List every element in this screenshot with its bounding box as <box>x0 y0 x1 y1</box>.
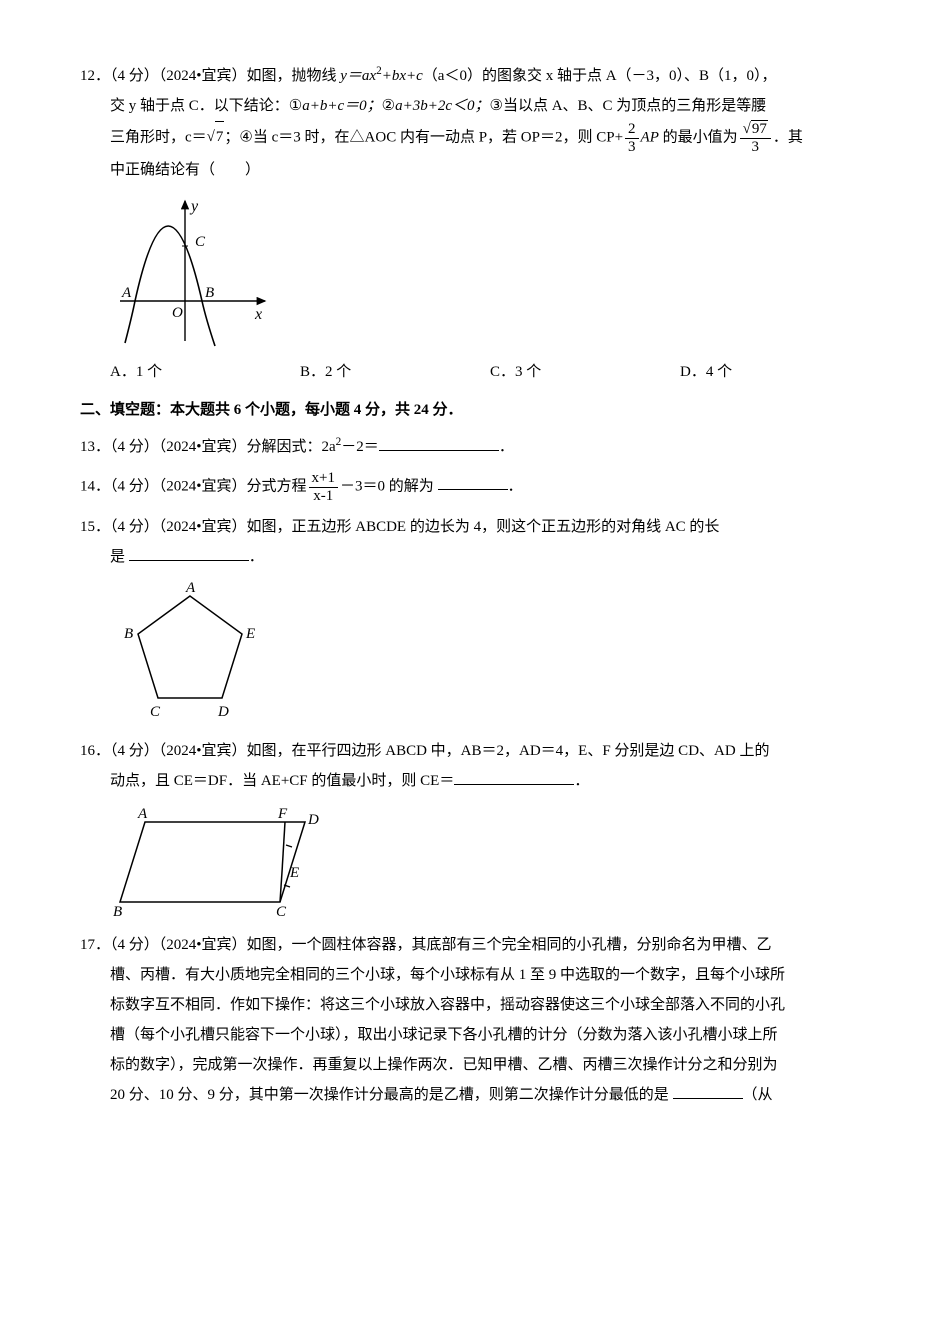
pl-C: C <box>276 904 287 920</box>
q12-prefix: 12．（4 分）（2024•宜宾）如图，抛物线 <box>80 68 340 84</box>
question-12: 12．（4 分）（2024•宜宾）如图，抛物线 y＝ax 2 +bx+c（a＜0）的… <box>80 60 870 387</box>
circled-1: ① <box>289 98 302 114</box>
radicand-97: 97 <box>751 120 768 137</box>
q17-l1: 17．（4 分）（2024•宜宾）如图，一个圆柱体容器，其底部有三个完全相同的小… <box>80 930 870 960</box>
q16-line1: 16．（4 分）（2024•宜宾）如图，在平行四边形 ABCD 中，AB＝2，A… <box>80 736 870 766</box>
q14-num: x+1 <box>309 470 338 488</box>
segment-EF-part <box>282 822 285 872</box>
q14-b: －3＝0 的解为 <box>340 478 438 494</box>
choice-A: A．1 个 <box>110 357 300 387</box>
q12-line4: 中正确结论有（ ） <box>80 155 870 185</box>
label-B: B <box>205 285 214 301</box>
q15-b: 是 <box>110 549 129 565</box>
parabola <box>135 226 202 301</box>
q12-l3b: ； <box>224 129 239 145</box>
q12-eq-part2: +bx+c <box>382 68 423 84</box>
q17-l3: 标数字互不相同．作如下操作：将这三个小球放入容器中，摇动容器使这三个小球全部落入… <box>80 990 870 1020</box>
choice-D: D．4 个 <box>680 357 870 387</box>
q12-s4a: 当 c＝3 时，在△AOC 内有一动点 P，若 OP＝2，则 CP+ <box>253 129 623 145</box>
label-A: A <box>121 285 132 301</box>
p-A: A <box>185 580 196 596</box>
den-3: 3 <box>625 139 639 156</box>
parabola-tail-left <box>125 301 135 343</box>
choice-C: C．3 个 <box>490 357 680 387</box>
q12-figure: y x O A B C <box>110 191 280 351</box>
q15-period: ． <box>249 549 264 565</box>
q12-line2: 交 y 轴于点 C．以下结论：①a+b+c＝0；②a+3b+2c＜0；③当以点 … <box>80 91 870 121</box>
q12-s4c: ．其 <box>773 129 803 145</box>
section-2-heading: 二、填空题：本大题共 6 个小题，每小题 4 分，共 24 分． <box>80 395 870 425</box>
circled-2: ② <box>382 98 395 114</box>
q12-choices: A．1 个 B．2 个 C．3 个 D．4 个 <box>80 357 870 387</box>
q16-figure: A F D E B C <box>110 802 340 922</box>
den-3b: 3 <box>740 139 771 156</box>
q14-blank[interactable] <box>438 475 508 490</box>
q12-s4b-ap: AP <box>641 129 659 145</box>
parallelogram <box>120 822 305 902</box>
sqrt-7: √7 <box>207 121 225 152</box>
question-16: 16．（4 分）（2024•宜宾）如图，在平行四边形 ABCD 中，AB＝2，A… <box>80 736 870 922</box>
q15-line1: 15．（4 分）（2024•宜宾）如图，正五边形 ABCDE 的边长为 4，则这… <box>80 512 870 542</box>
num-sqrt97: √97 <box>740 121 771 139</box>
q17-l2: 槽、丙槽．有大小质地完全相同的三个小球，每个小球标有从 1 至 9 中选取的一个… <box>80 960 870 990</box>
p-D: D <box>217 704 229 720</box>
question-17: 17．（4 分）（2024•宜宾）如图，一个圆柱体容器，其底部有三个完全相同的小… <box>80 930 870 1110</box>
fraction-2-3: 23 <box>625 121 639 155</box>
q16-period: ． <box>574 773 589 789</box>
q12-s2: a+3b+2c＜0； <box>395 98 489 114</box>
radicand-7: 7 <box>215 121 225 152</box>
q12-eq-part3: （a＜0）的图象交 x 轴于点 A（－3，0）、B（1，0）， <box>423 68 777 84</box>
question-13: 13．（4 分）（2024•宜宾）分解因式：2a2－2＝． <box>80 431 870 462</box>
circled-4: ④ <box>239 129 252 145</box>
question-14: 14．（4 分）（2024•宜宾）分式方程x+1x-1－3＝0 的解为 ． <box>80 470 870 504</box>
q12-s3: 当以点 A、B、C 为顶点的三角形是等腰 <box>503 98 766 114</box>
q17-l6a: 20 分、10 分、9 分，其中第一次操作计分最高的是乙槽，则第二次操作计分最低… <box>110 1087 673 1103</box>
label-y: y <box>189 198 199 215</box>
p-E: E <box>245 626 255 642</box>
pentagon <box>138 596 242 698</box>
pl-A: A <box>137 806 148 822</box>
q12-text: 12．（4 分）（2024•宜宾）如图，抛物线 y＝ax2+bx+c（a＜0）的… <box>80 60 870 91</box>
fraction-sqrt97-3: √973 <box>740 121 771 155</box>
q17-l6: 20 分、10 分、9 分，其中第一次操作计分最高的是乙槽，则第二次操作计分最低… <box>80 1080 870 1110</box>
pl-E: E <box>289 865 299 881</box>
q16-blank[interactable] <box>454 770 574 785</box>
p-B: B <box>124 626 133 642</box>
q15-figure: A B E C D <box>110 578 270 728</box>
q17-l6b: （从 <box>743 1087 773 1103</box>
q17-blank[interactable] <box>673 1084 743 1099</box>
label-O: O <box>172 305 183 321</box>
q12-eq-part1: y＝ax <box>340 68 376 84</box>
q13-b: －2＝ <box>341 439 379 455</box>
q14-a: 14．（4 分）（2024•宜宾）分式方程 <box>80 478 307 494</box>
tick-1 <box>286 845 292 847</box>
parabola-tail-right <box>202 301 215 346</box>
q12-s1: a+b+c＝0； <box>302 98 381 114</box>
q13-blank[interactable] <box>379 436 499 451</box>
q12-l3a: 三角形时，c＝ <box>110 129 207 145</box>
question-15: 15．（4 分）（2024•宜宾）如图，正五边形 ABCDE 的边长为 4，则这… <box>80 512 870 728</box>
q15-blank[interactable] <box>129 546 249 561</box>
choice-B: B．2 个 <box>300 357 490 387</box>
num-2: 2 <box>625 121 639 139</box>
label-x: x <box>254 306 262 323</box>
circled-3: ③ <box>489 98 502 114</box>
label-C: C <box>195 234 206 250</box>
p-C: C <box>150 704 161 720</box>
pl-F: F <box>277 806 288 822</box>
pl-D: D <box>307 812 319 828</box>
q16-line2: 动点，且 CE＝DF．当 AE+CF 的值最小时，则 CE＝ ． <box>80 766 870 796</box>
q17-l4: 槽（每个小孔槽只能容下一个小球），取出小球记录下各小孔槽的计分（分数为落入该小孔… <box>80 1020 870 1050</box>
q16-b: 动点，且 CE＝DF．当 AE+CF 的值最小时，则 CE＝ <box>110 773 454 789</box>
q15-line2: 是 ． <box>80 542 870 572</box>
q17-l5: 标的数字），完成第一次操作．再重复以上操作两次．已知甲槽、乙槽、丙槽三次操作计分… <box>80 1050 870 1080</box>
q12-l2a: 交 y 轴于点 C．以下结论： <box>110 98 289 114</box>
q13-a: 13．（4 分）（2024•宜宾）分解因式：2a <box>80 439 336 455</box>
q12-line3: 三角形时，c＝√7；④当 c＝3 时，在△AOC 内有一动点 P，若 OP＝2，… <box>80 121 870 155</box>
q12-s4b: 的最小值为 <box>659 129 738 145</box>
pl-B: B <box>113 904 122 920</box>
q14-fraction: x+1x-1 <box>309 470 338 504</box>
q14-den: x-1 <box>309 488 338 505</box>
